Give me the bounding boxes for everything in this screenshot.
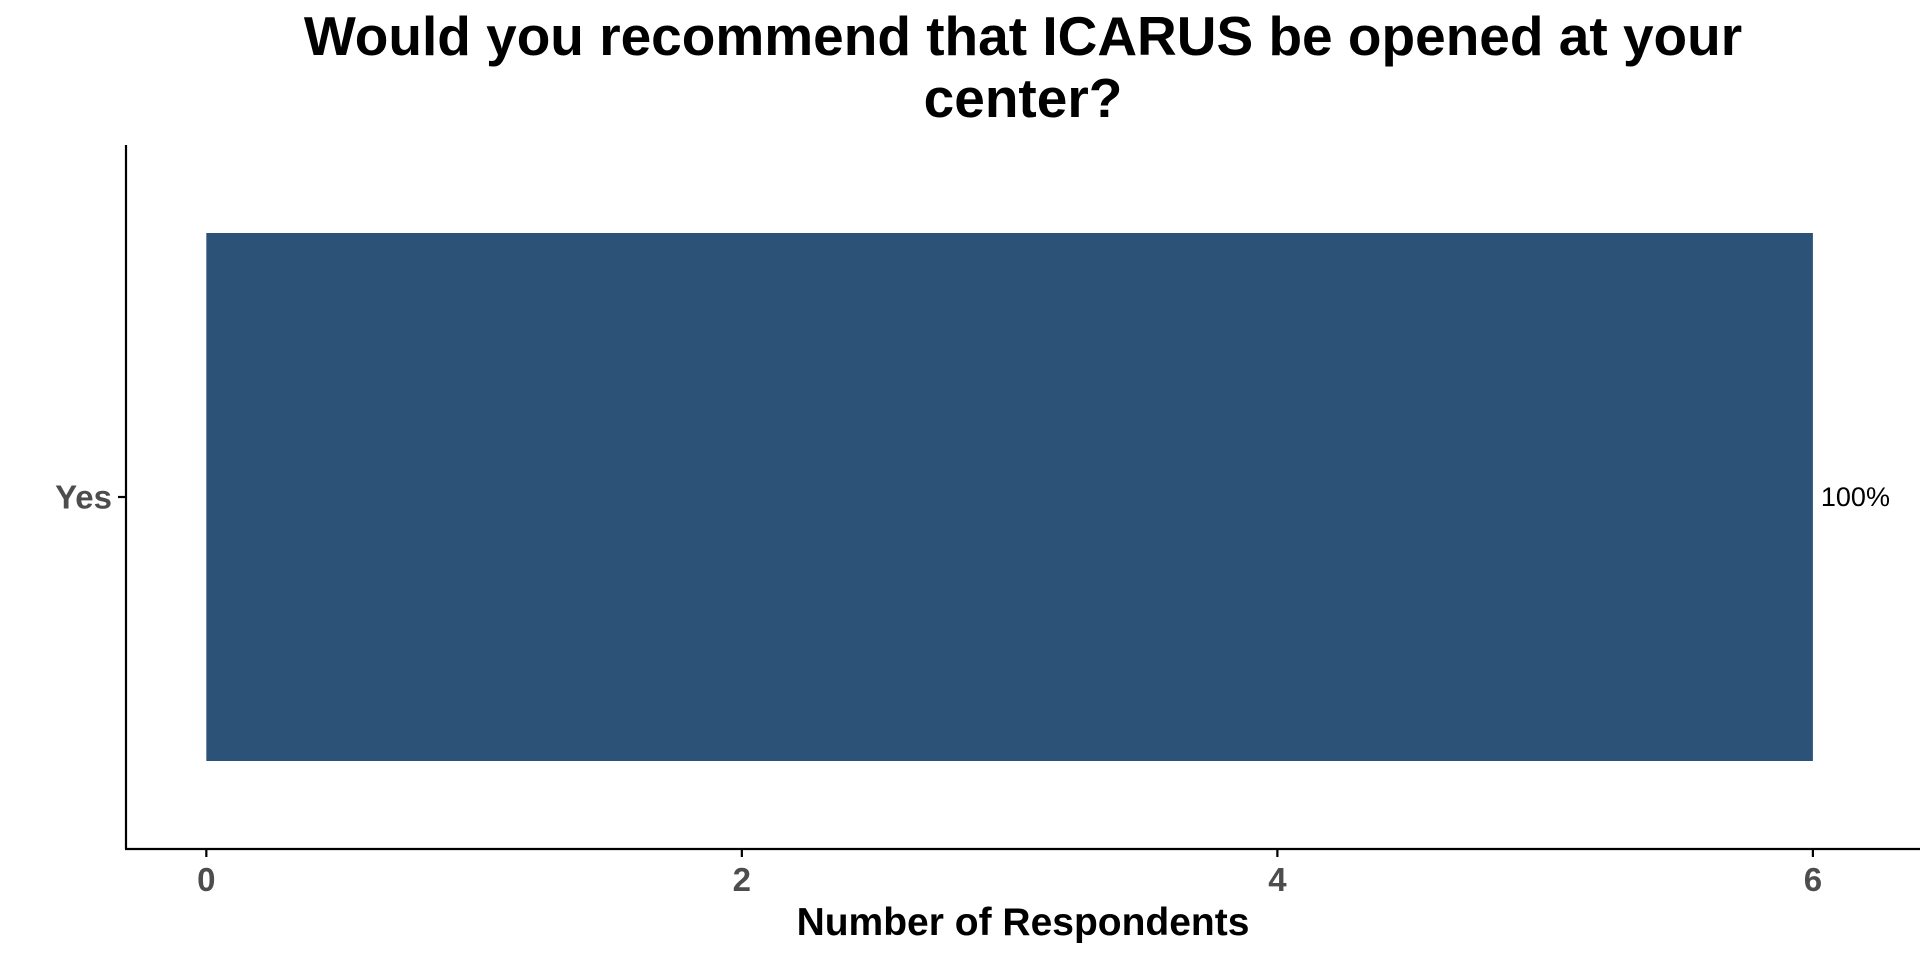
plot-area: 100% xyxy=(206,233,1890,761)
y-tick-label: Yes xyxy=(55,479,112,516)
x-tick-label: 0 xyxy=(197,861,215,898)
chart-title: Would you recommend that ICARUS be opene… xyxy=(304,5,1742,129)
data-label: 100% xyxy=(1821,482,1890,512)
x-tick-label: 4 xyxy=(1268,861,1287,898)
x-axis-title: Number of Respondents xyxy=(797,901,1250,944)
x-tick-label: 6 xyxy=(1804,861,1822,898)
y-axis-ticks: Yes xyxy=(55,479,126,516)
x-axis-ticks: 0 2 4 6 xyxy=(197,849,1822,898)
bar-yes xyxy=(206,233,1813,761)
chart-title-line-2: center? xyxy=(924,67,1123,129)
x-tick-label: 2 xyxy=(733,861,751,898)
chart-title-line-1: Would you recommend that ICARUS be opene… xyxy=(304,5,1742,67)
